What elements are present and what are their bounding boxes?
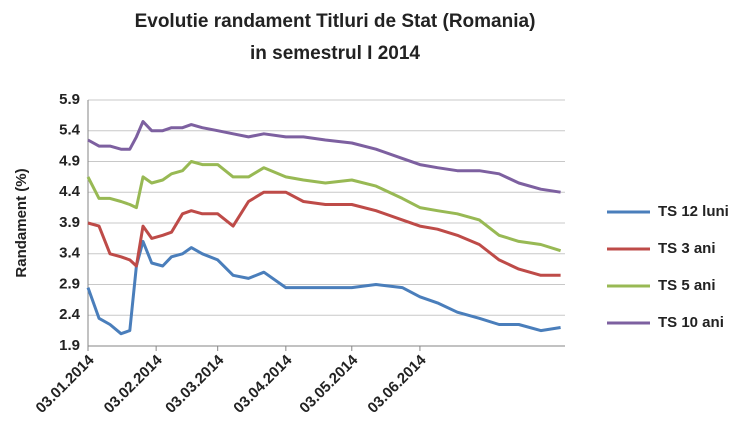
x-tick-label: 03.02.2014	[101, 351, 167, 417]
y-tick-label: 4.9	[59, 152, 80, 169]
x-tick-label: 03.03.2014	[162, 351, 228, 417]
x-tick-label: 03.06.2014	[364, 351, 430, 417]
series-line	[86, 239, 561, 336]
x-tick-label: 03.04.2014	[230, 351, 296, 417]
y-tick-label: 1.9	[59, 337, 80, 354]
chart-title: in semestrul I 2014	[250, 43, 420, 64]
series-line	[87, 120, 561, 194]
y-tick-label: 3.9	[59, 214, 80, 231]
y-tick-label: 3.4	[59, 245, 81, 262]
y-tick-label: 2.9	[59, 275, 80, 292]
y-tick-label: 5.4	[59, 122, 81, 139]
y-tick-label: 5.9	[59, 91, 80, 108]
series-line	[86, 160, 562, 253]
x-tick-label: 03.01.2014	[33, 351, 99, 417]
legend-label: TS 12 luni	[658, 203, 729, 220]
legend-label: TS 5 ani	[658, 277, 716, 294]
chart-title: Evolutie randament Titluri de Stat (Roma…	[135, 11, 536, 32]
y-tick-label: 4.4	[59, 183, 81, 200]
legend-label: TS 10 ani	[658, 314, 724, 331]
series-line	[87, 190, 561, 277]
x-tick-label: 03.05.2014	[296, 351, 362, 417]
y-tick-label: 2.4	[59, 306, 81, 323]
y-axis-label: Randament (%)	[13, 168, 30, 277]
legend-label: TS 3 ani	[658, 240, 716, 257]
